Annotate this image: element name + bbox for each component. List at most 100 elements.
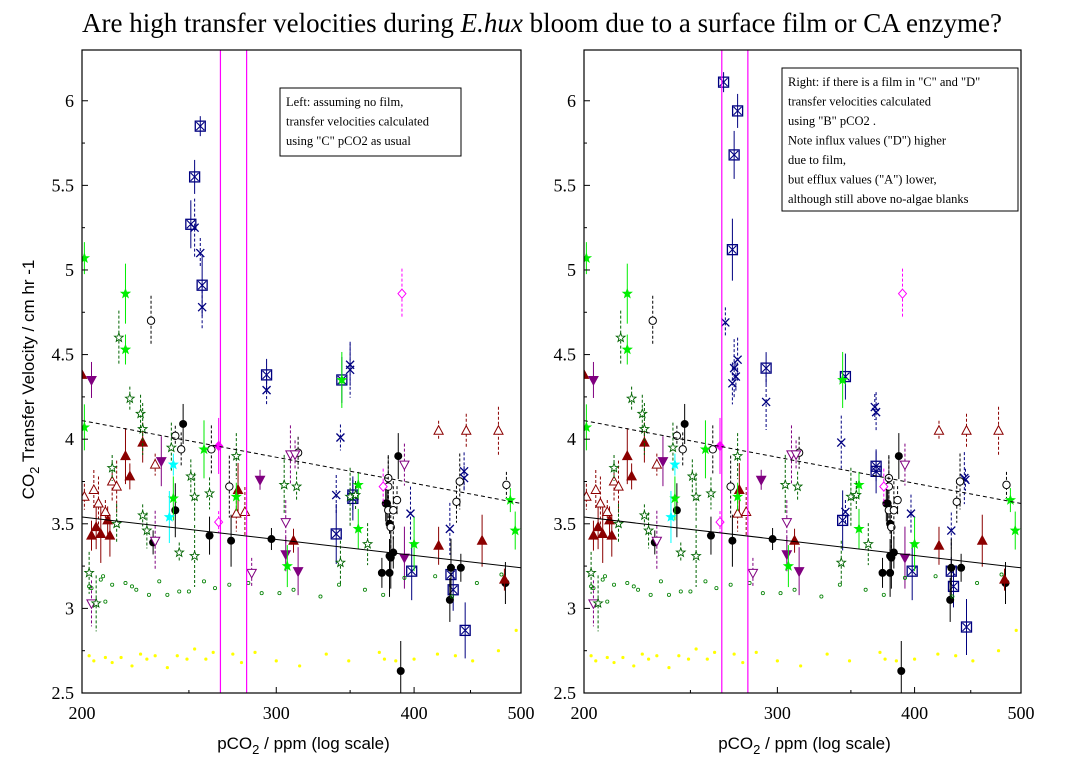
fit-line-dashed [82,420,521,504]
data-point [103,655,107,660]
data-point [667,441,679,453]
y-tick-label: 3.5 [554,514,577,534]
y-tick-label: 5 [567,260,576,280]
marker-box [760,362,772,374]
data-point [669,458,681,470]
data-point [502,480,511,490]
y-tick-label: 3.5 [52,514,75,534]
data-point [129,584,134,589]
data-point [680,419,689,428]
data-point [382,499,391,508]
data-point [933,539,945,550]
data-point [791,480,804,492]
marker-box [960,621,973,633]
data-point [712,650,717,654]
data-point [678,589,683,594]
x-axis-label-rest: / ppm (log scale) [760,734,890,753]
data-point [141,524,153,536]
data-point [385,568,394,577]
x-axis-label-main: pCO [718,734,753,753]
data-point [879,481,889,492]
data-point [638,423,651,434]
annotation-box: Left: assuming no film, transfer velociti… [279,87,462,157]
fit-line-dashed [584,420,1021,504]
data-point [714,586,719,591]
data-point [686,657,691,661]
data-point [336,374,348,385]
data-point [590,483,602,494]
right-panel: 2.5 3 3.5 4 4.5 5 5.5 6 200 300 400 500 pCO2 / ppm (… [554,49,1035,757]
data-point [86,375,97,387]
fit-line-solid [584,516,1021,569]
y-axis-label-subscript: 2 [27,467,42,474]
data-point [747,568,759,579]
x-tick-label: 400 [401,703,428,723]
plot-frame [583,49,1022,694]
data-point [853,522,865,534]
marker-cross [962,622,971,632]
x-tick-label: 300 [263,703,290,723]
data-point [672,506,681,515]
data-point [185,657,189,661]
data-point [819,594,824,599]
data-point [728,582,733,587]
data-point [1009,524,1021,536]
data-point [82,252,91,263]
annotation-frame [781,67,1019,212]
data-point [101,574,106,579]
data-point [625,581,630,586]
data-point [933,424,945,435]
data-point [392,495,402,505]
data-point [621,343,633,355]
y-axis-label: CO2 Transfer Velocity / cm hr -1 [19,260,42,500]
data-point [205,531,214,540]
data-point [636,407,648,419]
data-point [135,407,147,419]
data-point [259,591,264,596]
marker-box [447,584,459,596]
data-point [621,655,625,660]
data-point [92,659,96,663]
data-point [227,536,236,545]
data-point [731,450,744,461]
data-point [408,538,420,549]
data-point [946,526,956,536]
data-point [167,492,179,504]
data-point [318,594,323,599]
data-point [145,657,149,661]
data-point [862,538,874,549]
data-point [402,575,407,580]
data-point [853,478,865,490]
data-point [897,288,908,299]
data-point [280,550,292,561]
data-point [996,649,1001,653]
data-point [999,573,1010,584]
data-point [155,457,167,468]
series-x [720,307,970,549]
data-point [677,654,681,658]
data-point [124,470,136,481]
data-point [347,659,351,663]
data-point [837,582,842,587]
data-point [175,654,179,658]
data-point [106,462,118,473]
data-point [847,659,852,663]
data-point [435,652,440,656]
data-point [678,445,687,454]
data-point [362,587,367,592]
data-point [625,392,638,404]
y-tick-label: 4 [567,429,576,449]
data-point [231,652,235,656]
data-point [781,518,793,529]
data-point [957,563,966,572]
y-tick-label: 5.5 [554,175,577,195]
data-point [1004,494,1017,505]
data-point [726,482,735,491]
data-point [246,568,258,579]
annotation-line: transfer velocities calculated [788,95,932,109]
data-point [648,316,657,325]
series-filled-star [163,453,179,544]
data-point [837,374,849,385]
series-filled-triangle-down [588,361,911,596]
data-point [87,654,91,658]
